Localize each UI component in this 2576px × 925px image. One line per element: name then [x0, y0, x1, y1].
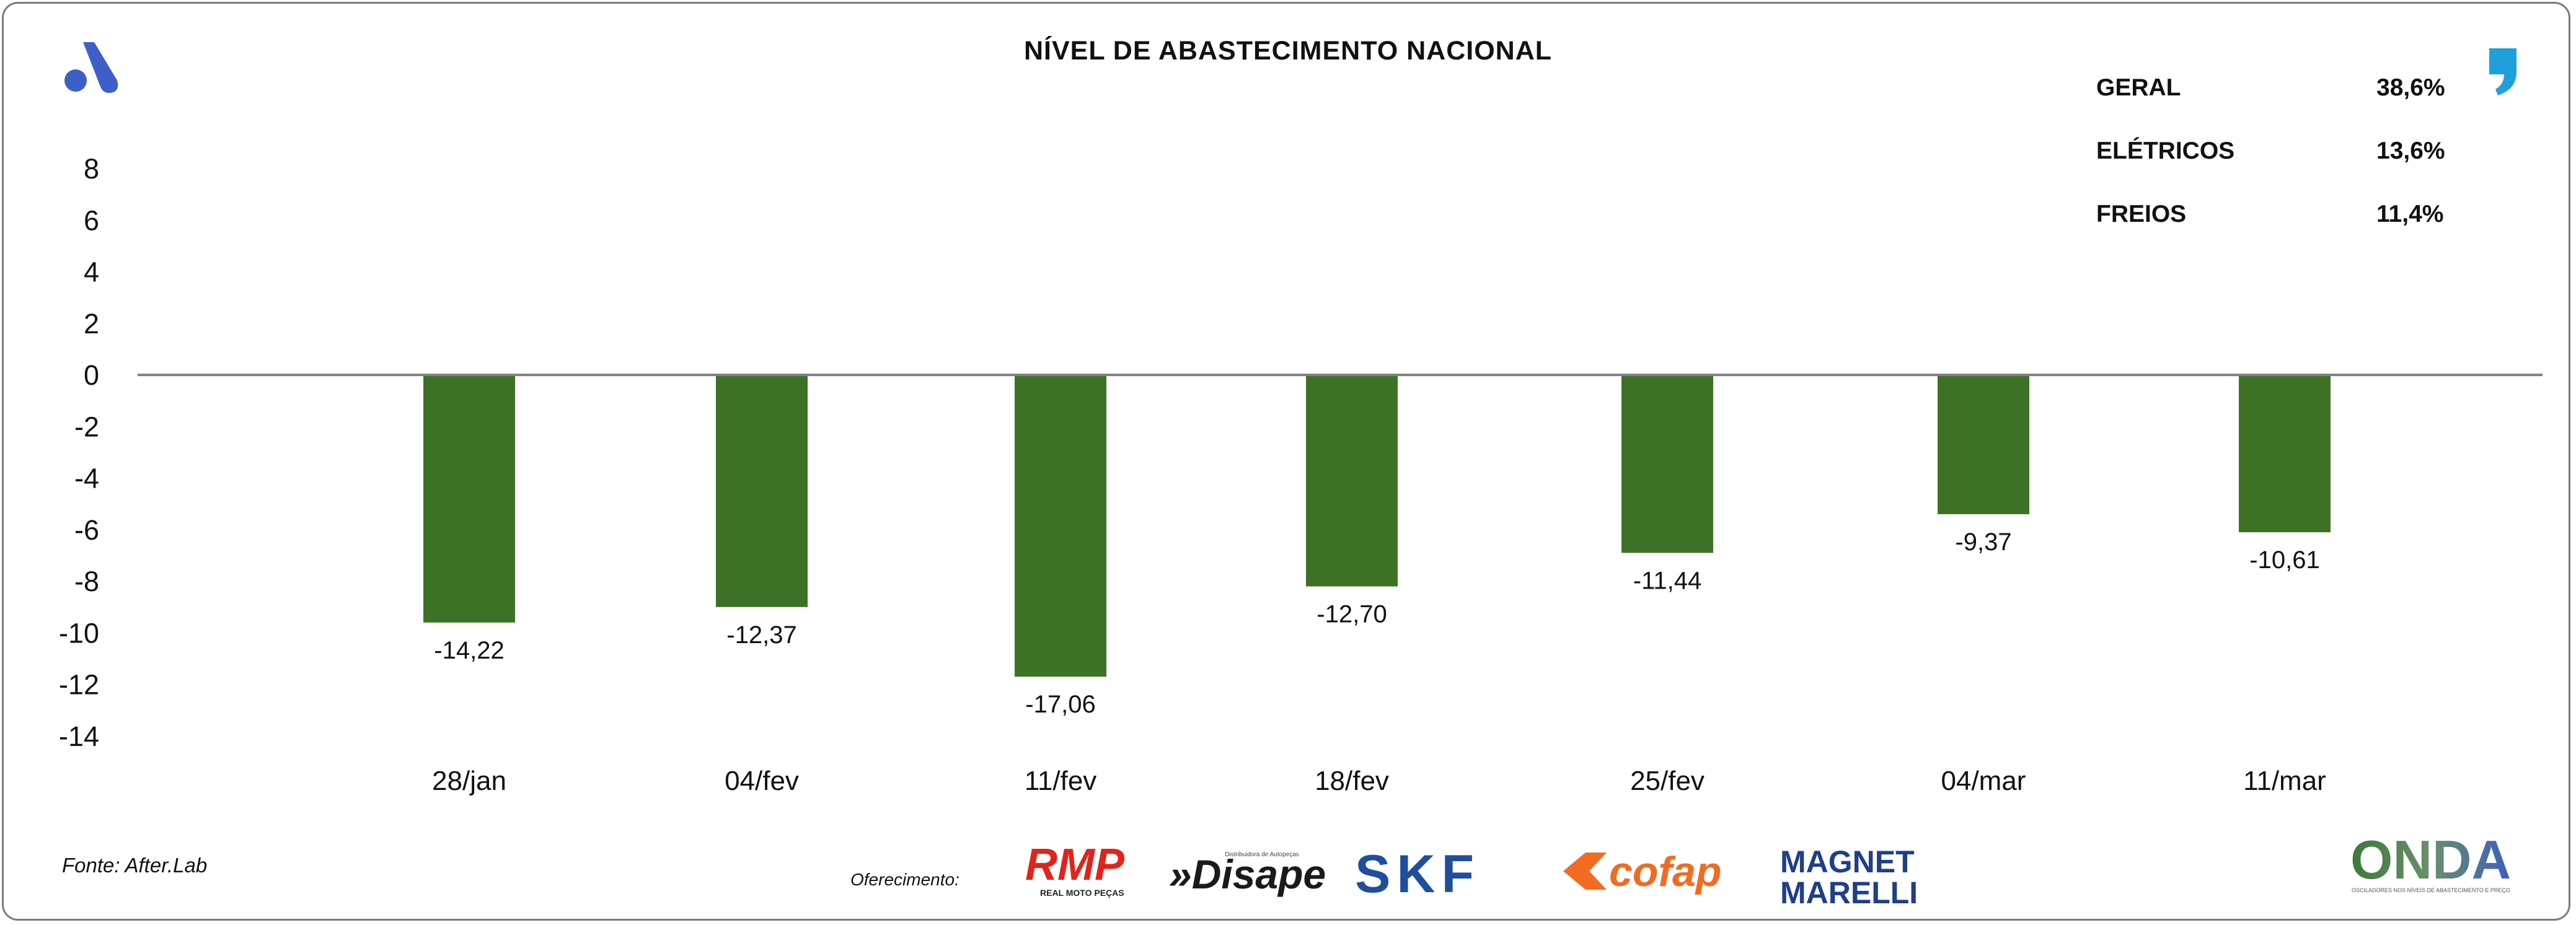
- chart-title: NÍVEL DE ABASTECIMENTO NACIONAL: [1023, 36, 1553, 66]
- y-tick-label: -12: [59, 669, 99, 701]
- kpi-geral-label: GERAL: [2096, 74, 2181, 101]
- cofap-logo-text: cofap: [1609, 848, 1721, 895]
- y-tick-label: -4: [74, 463, 99, 494]
- y-tick-label: 4: [84, 256, 99, 288]
- y-tick-label: -14: [59, 721, 99, 752]
- y-tick-label: -2: [74, 411, 99, 442]
- x-category-label: 18/fev: [1315, 766, 1389, 796]
- skf-logo: SKF: [1355, 844, 1480, 898]
- bar: [1306, 375, 1398, 587]
- rmp-logo-text: RMP: [1025, 843, 1125, 890]
- onda-logo-text: ONDA: [2350, 830, 2511, 890]
- x-category-label: 25/fev: [1630, 766, 1705, 796]
- kpi-freios-label: FREIOS: [2096, 201, 2187, 227]
- x-category-label: 04/fev: [725, 766, 799, 796]
- sponsor-caption: Oferecimento:: [850, 870, 959, 889]
- disape-logo: Distribuidora de Autopeças »Disape: [1169, 851, 1326, 897]
- magneti-marelli-logo: MAGNETI MARELLI: [1780, 844, 1917, 910]
- cofap-logo: cofap: [1563, 848, 1721, 895]
- data-label: -9,37: [1955, 528, 2011, 556]
- data-label: -11,44: [1633, 567, 1701, 594]
- bar: [2239, 375, 2331, 533]
- bar: [423, 375, 515, 623]
- bar: [1938, 375, 2029, 514]
- x-category-label: 28/jan: [432, 766, 506, 796]
- y-tick-label: -10: [59, 617, 99, 649]
- x-category-label: 11/mar: [2243, 766, 2326, 796]
- onda-logo-tagline: OSCILADORES NOS NÍVEIS DE ABASTECIMENTO …: [2352, 887, 2510, 893]
- kpi-eletricos-label: ELÉTRICOS: [2096, 138, 2235, 164]
- y-tick-label: 0: [84, 359, 99, 391]
- x-category-label: 11/fev: [1025, 766, 1097, 796]
- brand-a-icon: [64, 42, 118, 93]
- y-tick-label: 6: [84, 204, 99, 236]
- y-tick-label: 8: [84, 153, 99, 185]
- onda-logo: ONDA OSCILADORES NOS NÍVEIS DE ABASTECIM…: [2350, 830, 2511, 893]
- bar: [1015, 375, 1106, 677]
- disape-logo-text: »Disape: [1169, 851, 1326, 897]
- rmp-logo: RMP REAL MOTO PEÇAS: [1025, 843, 1125, 898]
- kpi-freios-value: 11,4%: [2376, 201, 2444, 227]
- y-tick-label: 2: [84, 308, 99, 340]
- kpi-eletricos-value: 13,6%: [2376, 138, 2445, 164]
- data-label: -17,06: [1025, 691, 1095, 718]
- bar: [1621, 375, 1713, 553]
- x-category-label: 04/mar: [1941, 766, 2026, 796]
- data-label: -14,22: [434, 637, 504, 664]
- disape-logo-subtitle: Distribuidora de Autopeças: [1225, 851, 1299, 858]
- data-label: -10,61: [2249, 546, 2319, 574]
- comma-logo-icon: [2489, 48, 2516, 95]
- rmp-logo-subtitle: REAL MOTO PEÇAS: [1040, 888, 1124, 898]
- magneti-logo-line2: MARELLI: [1780, 875, 1917, 910]
- kpi-geral-value: 38,6%: [2376, 74, 2445, 101]
- y-tick-label: -8: [74, 566, 99, 597]
- skf-logo-text: SKF: [1355, 844, 1480, 898]
- bar: [716, 375, 808, 607]
- magneti-logo-line1: MAGNETI: [1780, 844, 1917, 879]
- data-label: -12,37: [726, 621, 796, 649]
- y-tick-label: -6: [74, 514, 99, 546]
- data-label: -12,70: [1317, 601, 1387, 628]
- source-note: Fonte: After.Lab: [62, 854, 208, 877]
